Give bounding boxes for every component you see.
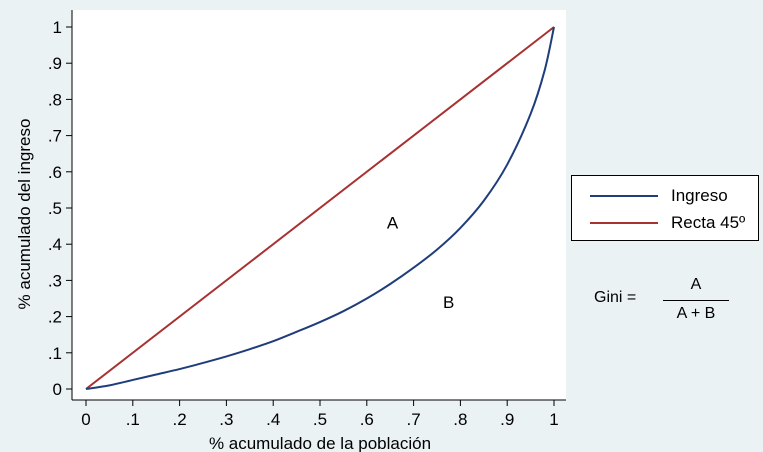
gini-formula-lhs: Gini = [594,289,637,306]
legend-swatch-ingreso [590,195,658,197]
y-tick-label: .7 [48,127,62,146]
legend-label-ingreso: Ingreso [671,186,728,205]
y-tick-label: 0 [53,380,62,399]
y-tick-label: .9 [48,54,62,73]
gini-numerator: A [690,276,702,293]
x-tick-label: .3 [219,410,233,429]
legend-swatch-recta [590,222,658,224]
y-tick-label: 1 [53,18,62,37]
x-tick-label: .1 [126,410,140,429]
series-line-ingreso [85,26,555,390]
y-tick-label: .4 [48,235,62,254]
x-tick-label: .4 [266,410,280,429]
chart-legend: Ingreso Recta 45º [571,175,759,241]
y-tick-label: .3 [48,271,62,290]
y-tick-label: .2 [48,308,62,327]
y-tick-label: .8 [48,90,62,109]
x-tick-label: 1 [549,410,558,429]
region-label-b: B [443,293,454,312]
y-tick-label: .1 [48,344,62,363]
fraction-bar [663,300,729,301]
y-axis-title: % acumulado del ingreso [15,119,34,310]
x-axis-title: % acumulado de la población [209,434,431,452]
gini-denominator: A + B [676,305,716,322]
x-tick-label: .9 [500,410,514,429]
y-tick-label: .5 [48,199,62,218]
x-tick-label: .7 [407,410,421,429]
legend-label-recta: Recta 45º [671,213,746,232]
region-label-a: A [387,213,399,232]
y-tick-label: .6 [48,163,62,182]
x-tick-label: .8 [453,410,467,429]
x-tick-label: .6 [360,410,374,429]
legend-item-ingreso: Ingreso [572,183,728,209]
x-tick-label: .5 [313,410,327,429]
x-tick-label: 0 [81,410,90,429]
x-tick-label: .2 [173,410,187,429]
series-line-recta-45 [85,26,555,390]
legend-item-recta: Recta 45º [572,210,745,236]
